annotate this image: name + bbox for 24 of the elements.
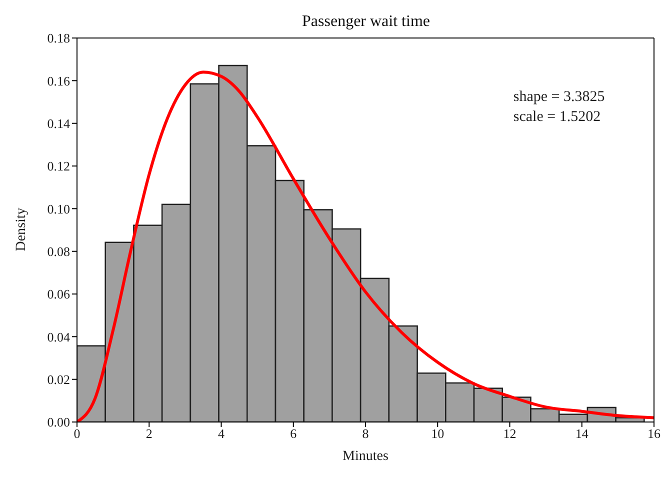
x-tick-label: 2 xyxy=(146,426,152,442)
x-tick-label: 12 xyxy=(503,426,516,442)
x-tick-label: 14 xyxy=(575,426,589,442)
annotation: scale = 1.5202 xyxy=(513,109,601,125)
y-tick-label: 0.10 xyxy=(47,201,70,216)
x-tick-label: 6 xyxy=(290,426,298,442)
y-tick-label: 0.04 xyxy=(47,329,70,344)
y-tick-label: 0.14 xyxy=(47,116,70,131)
x-tick-label: 0 xyxy=(74,426,80,442)
y-tick-label: 0.12 xyxy=(47,158,70,174)
chart-title: Passenger wait time xyxy=(302,13,430,30)
y-axis-title: Density xyxy=(14,208,30,252)
annotation: shape = 3.3825 xyxy=(513,89,605,105)
x-tick-label: 16 xyxy=(648,426,661,442)
x-axis-title: Minutes xyxy=(342,449,388,464)
y-tick-label: 0.18 xyxy=(47,30,70,46)
y-tick-label: 0.06 xyxy=(47,286,70,302)
x-tick-label: 8 xyxy=(362,426,369,442)
y-tick-label: 0.00 xyxy=(47,414,70,430)
x-tick-label: 4 xyxy=(218,426,225,442)
y-tick-label: 0.08 xyxy=(47,244,70,259)
y-tick-label: 0.02 xyxy=(47,372,70,387)
y-tick-label: 0.16 xyxy=(47,73,70,88)
x-tick-label: 10 xyxy=(431,426,444,442)
